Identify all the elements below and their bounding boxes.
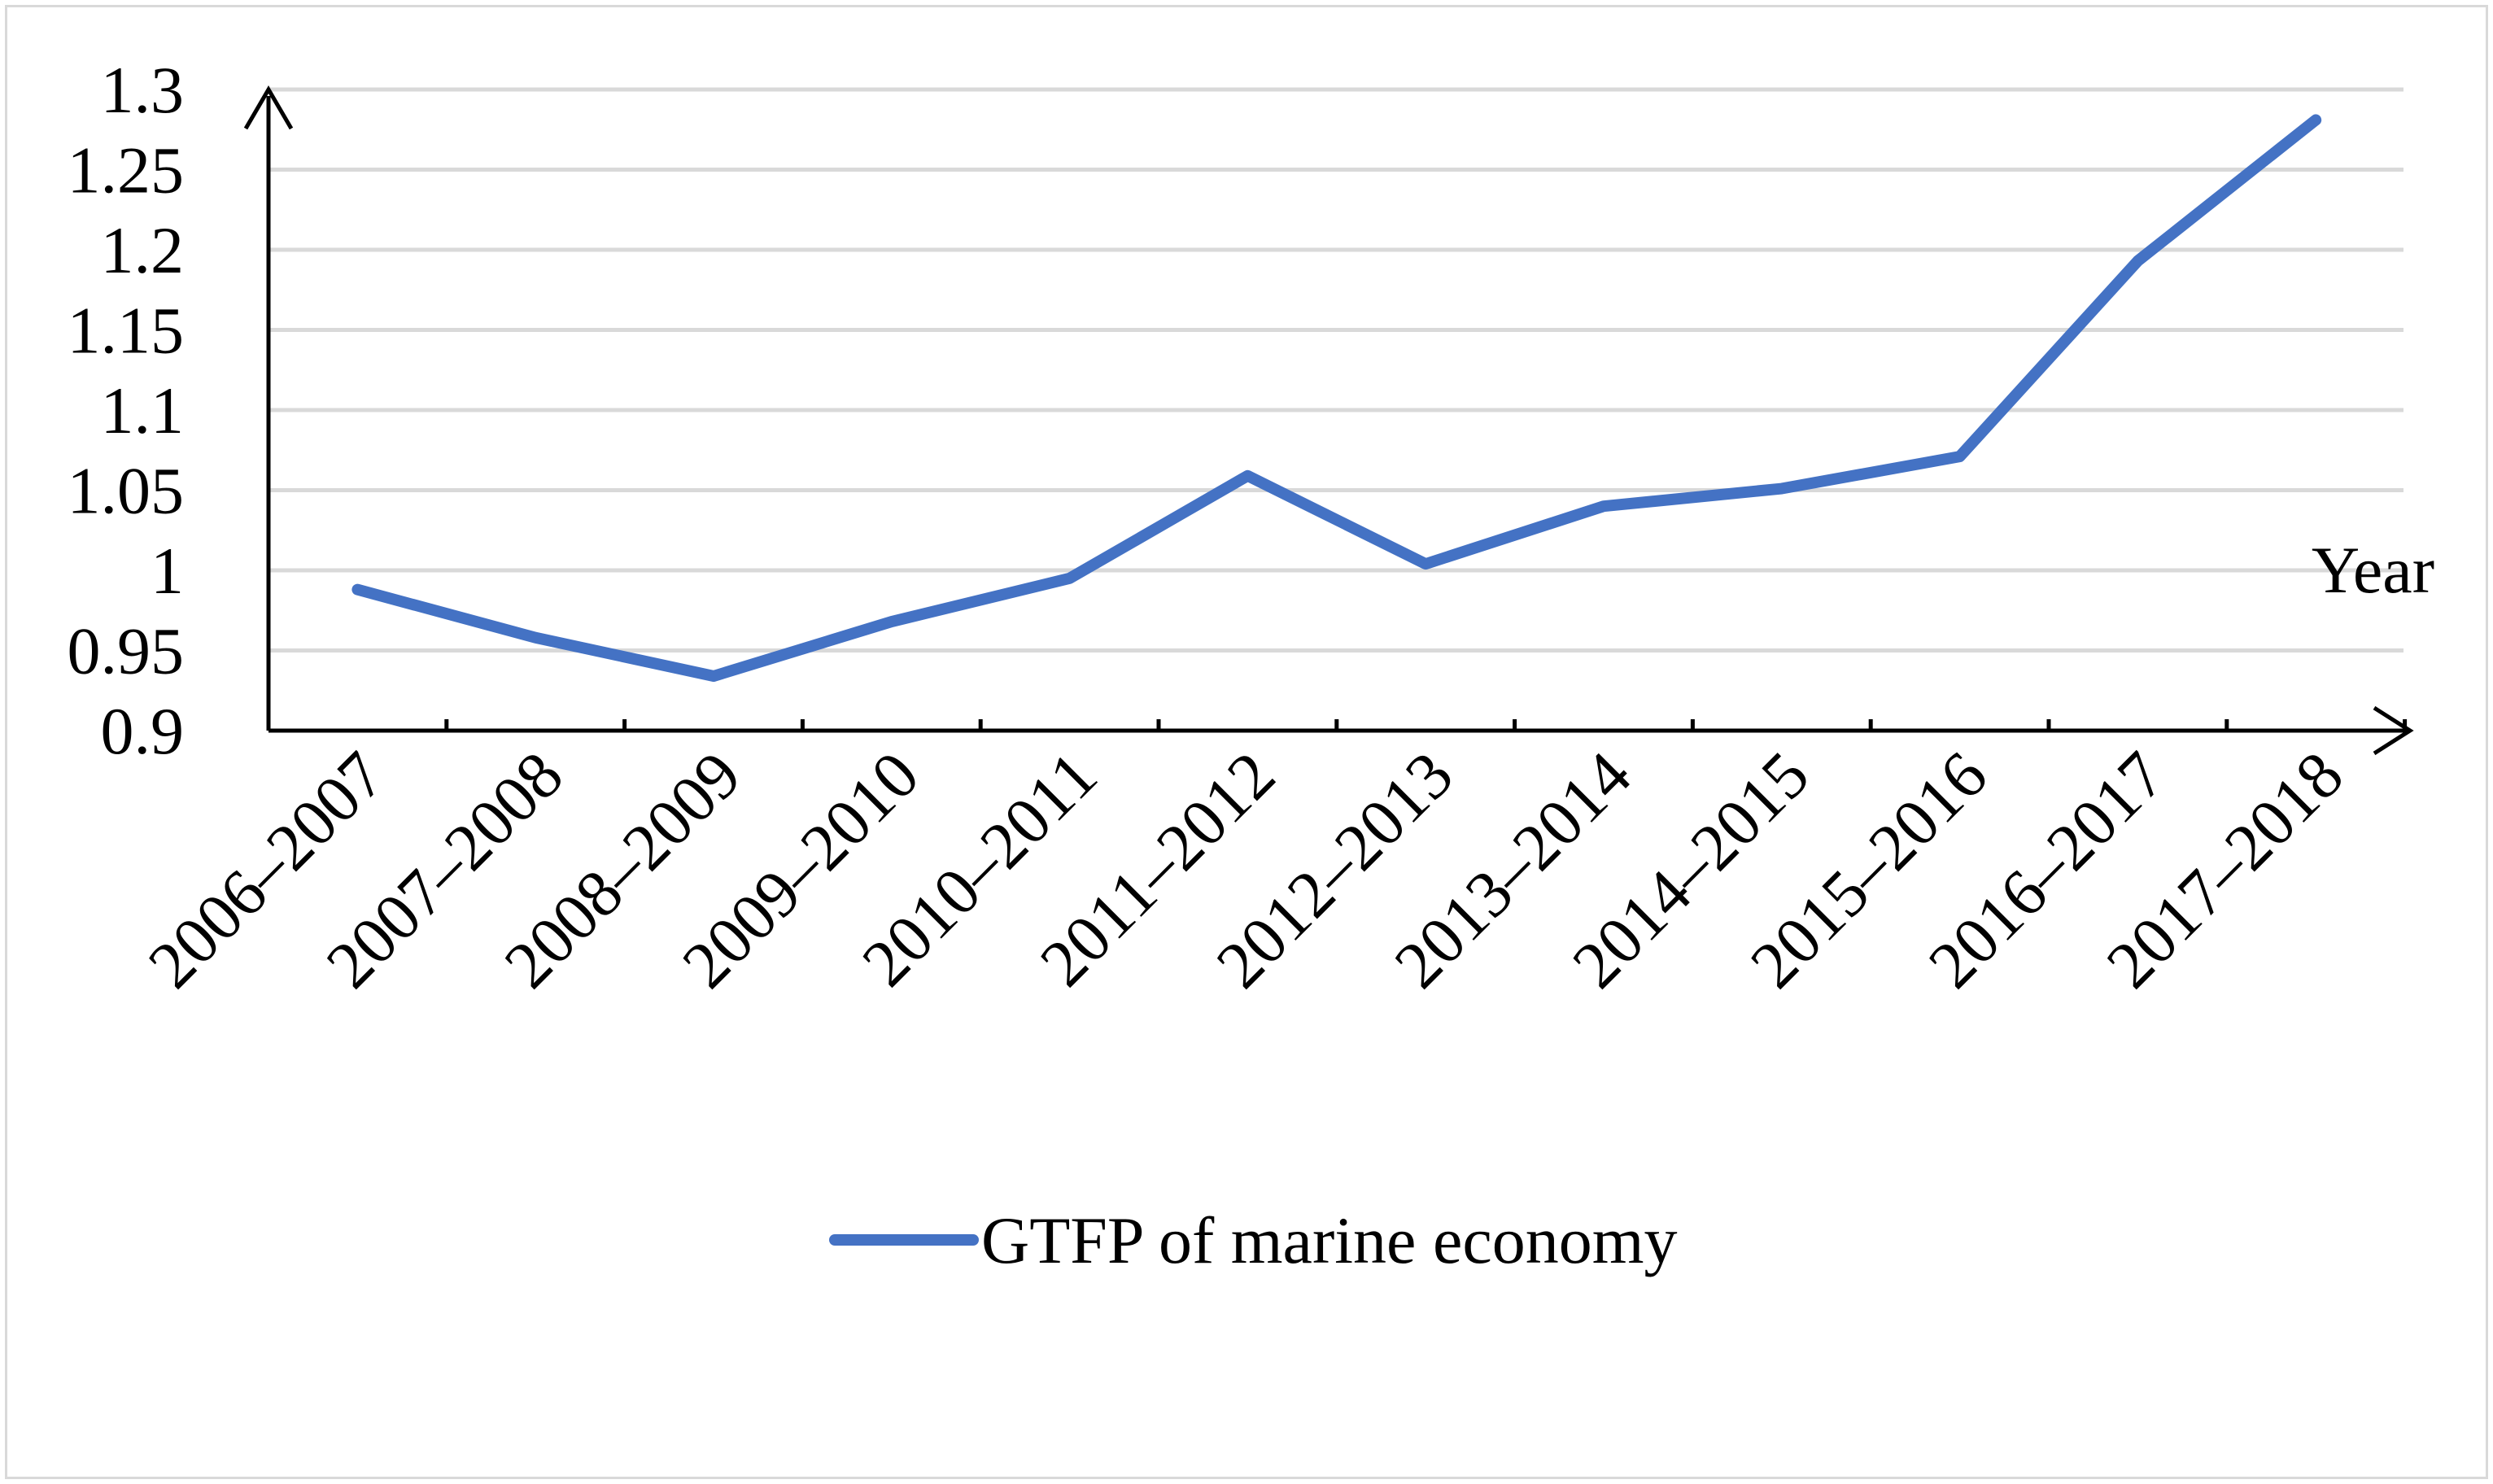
data-point bbox=[888, 619, 894, 625]
y-tick-label: 1 bbox=[151, 534, 184, 608]
data-point bbox=[1601, 504, 1606, 509]
y-tick-label: 1.15 bbox=[68, 294, 185, 368]
legend: GTFP of marine economy bbox=[829, 1203, 1678, 1277]
y-tick-label: 1.1 bbox=[101, 373, 185, 447]
y-tick-label: 1.25 bbox=[68, 133, 185, 207]
gridlines bbox=[269, 87, 2403, 653]
data-point bbox=[2135, 258, 2141, 264]
data-point bbox=[1957, 454, 1963, 460]
data-point bbox=[2313, 117, 2319, 123]
data-point bbox=[1779, 486, 1784, 491]
data-point bbox=[1067, 575, 1072, 581]
y-tick-label: 0.9 bbox=[101, 694, 185, 768]
legend-label: GTFP of marine economy bbox=[981, 1203, 1678, 1277]
data-point bbox=[711, 674, 716, 679]
tick-labels: 0.90.9511.051.11.151.21.251.32006–200720… bbox=[68, 53, 2357, 1002]
x-axis-arrow bbox=[2373, 705, 2414, 756]
series-line bbox=[351, 114, 2322, 683]
axes bbox=[243, 85, 2414, 756]
y-axis-arrow bbox=[243, 85, 294, 130]
data-point bbox=[1423, 561, 1429, 567]
x-axis-title: Year bbox=[2312, 533, 2434, 607]
data-point bbox=[355, 587, 360, 592]
data-point bbox=[533, 635, 539, 640]
y-tick-label: 1.2 bbox=[101, 213, 185, 287]
y-tick-label: 1.3 bbox=[101, 53, 185, 127]
y-tick-label: 0.95 bbox=[68, 614, 185, 688]
data-point bbox=[1245, 473, 1251, 478]
y-tick-label: 1.05 bbox=[68, 454, 185, 528]
series-lines bbox=[351, 114, 2322, 683]
